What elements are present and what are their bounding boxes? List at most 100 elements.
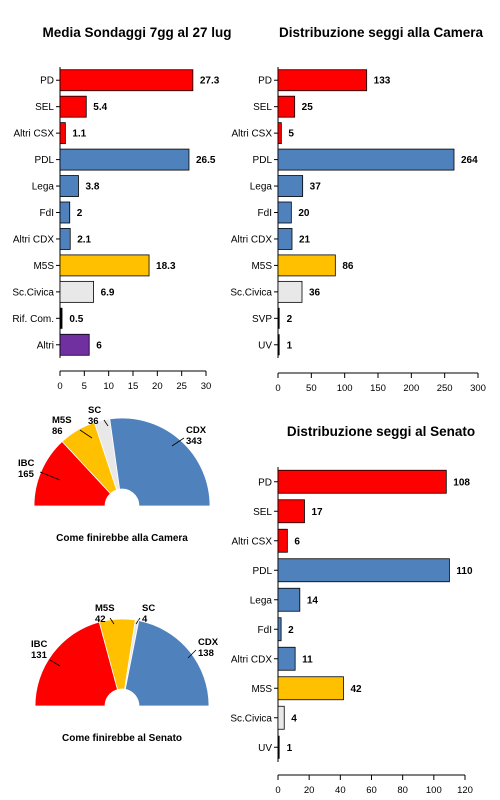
camera-value-label: 36 [309,287,321,298]
sondaggi-category-label: SEL [35,102,54,113]
camera-bar-uv [278,334,280,356]
sondaggi-xtick-label: 5 [82,381,87,392]
emiciclo_senato-seats-label: 42 [95,614,106,625]
senato-bar-altri-csx [277,528,288,553]
emiciclo_camera-leader-line [103,419,109,427]
camera-xtick-label: 0 [275,383,280,394]
senato-bar-sc-civica [277,705,285,730]
camera-value-label: 5 [288,129,294,140]
camera-xtick-label: 300 [470,383,486,394]
camera-value-label: 1 [287,340,293,351]
sondaggi-category-label: M5S [33,261,54,272]
senato-bar-sel [277,499,305,524]
camera-bar-lega [277,175,304,197]
emiciclo_senato-slice-cdx [124,620,210,707]
sondaggi-xtick-label: 30 [201,381,212,392]
camera-bar-svp [278,307,280,329]
sondaggi-category-label: FdI [40,208,54,219]
senato-category-label: FdI [258,625,272,636]
senato-category-label: UV [258,743,272,754]
camera-xtick-label: 150 [370,383,386,394]
camera-category-label: Lega [250,182,273,193]
emiciclo_camera-slice-ibc [33,440,112,507]
sondaggi-category-label: Sc.Civica [12,287,54,298]
camera-value-label: 2 [287,314,293,325]
camera-xtick-label: 100 [337,383,353,394]
sondaggi-value-label: 26.5 [196,155,216,166]
sondaggi-bar-sc-civica [59,280,94,303]
sondaggi-category-label: Rif. Com. [12,314,54,325]
sondaggi-bar-altri [59,333,90,356]
senato-bar-altri-cdx [277,646,296,671]
emiciclo_camera-party-label: SC [88,405,101,416]
sondaggi-bar-sel [59,95,87,118]
emiciclo_senato-party-label: SC [142,603,155,614]
senato-bar-uv [278,735,280,759]
emiciclo_camera-seats-label: 343 [186,436,202,447]
sondaggi-category-label: Altri CDX [13,234,54,245]
senato-bar-pdl [277,558,450,583]
sondaggi-bar-fdi [59,201,71,224]
camera-bar-pdl [277,148,455,171]
sondaggi-value-label: 6.9 [101,287,115,298]
sondaggi-category-label: PDL [35,155,55,166]
sondaggi-value-label: 1.1 [72,129,86,140]
camera-bar-altri-cdx [277,228,293,250]
senato-value-label: 110 [456,566,473,577]
sondaggi-category-label: Altri [37,340,54,351]
senato-category-label: Sc.Civica [230,713,272,724]
camera-value-label: 37 [310,182,322,193]
senato-value-label: 6 [294,536,300,547]
camera-value-label: 86 [342,261,354,272]
camera-category-label: FdI [258,208,272,219]
emiciclo_camera-seats-label: 165 [18,469,35,480]
sondaggi-bar-m5s [59,254,150,277]
sondaggi-value-label: 3.8 [85,182,99,193]
senato-category-label: Altri CSX [231,536,272,547]
sondaggi-bar-altri-cdx [59,228,71,250]
camera-bar-sc-civica [277,280,303,303]
sondaggi-value-label: 18.3 [156,261,176,272]
camera-value-label: 133 [374,76,391,87]
camera-bar-m5s [277,254,336,277]
senato-category-label: M5S [251,684,272,695]
camera-category-label: Altri CDX [231,234,272,245]
emiciclo_camera-seats-label: 86 [52,426,63,437]
camera-xtick-label: 250 [437,383,453,394]
emiciclo_senato-seats-label: 131 [31,650,48,661]
senato-value-label: 14 [307,595,319,606]
emiciclo_camera-slice-cdx [109,417,211,507]
emiciclo_camera-leader-line [79,429,93,439]
camera-title: Distribuzione seggi alla Camera [279,25,484,40]
sondaggi-title: Media Sondaggi 7gg al 27 lug [42,25,231,40]
senato-category-label: SEL [253,507,272,518]
senato-category-label: Altri CDX [231,654,272,665]
emiciclo_camera-seats-label: 36 [88,416,99,427]
emiciclo_senato-seats-label: 4 [142,614,148,625]
camera-bar-pd [277,69,368,92]
camera-xtick-label: 50 [306,383,317,394]
emiciclo_senato-party-label: IBC [31,639,48,650]
senato-bar-m5s [277,676,344,701]
camera-semicircle-caption: Come finirebbe alla Camera [56,533,188,544]
camera-value-label: 25 [302,102,314,113]
emiciclo_senato-slice-ibc [34,621,119,707]
senato-bar-lega [277,587,301,612]
sondaggi-bar-rif-com [60,307,63,329]
sondaggi-value-label: 27.3 [200,76,220,87]
senato-value-label: 17 [311,507,323,518]
camera-category-label: SVP [252,314,272,325]
emiciclo_senato-party-label: CDX [198,637,219,648]
camera-bar-fdi [277,201,292,224]
camera-category-label: PDL [253,155,273,166]
sondaggi-xtick-label: 15 [128,381,139,392]
sondaggi-category-label: Altri CSX [13,129,54,140]
sondaggi-category-label: Lega [32,182,55,193]
sondaggi-value-label: 0.5 [69,314,83,325]
camera-category-label: Sc.Civica [230,287,272,298]
sondaggi-bar-pdl [59,148,190,171]
emiciclo_camera-party-label: M5S [52,415,72,426]
emiciclo_camera-leader-line [39,471,61,481]
